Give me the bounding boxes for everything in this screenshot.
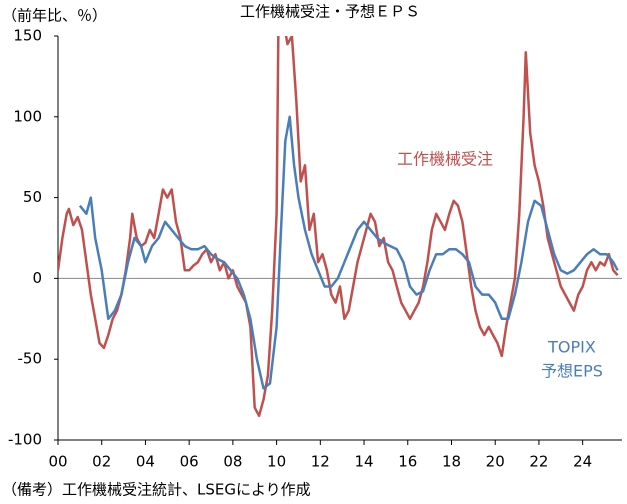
y-tick-label: 0 <box>32 269 42 287</box>
x-tick-label: 12 <box>311 453 330 471</box>
y-tick-label: -50 <box>18 350 43 368</box>
series-label: 予想EPS <box>541 362 603 381</box>
y-tick-label: 150 <box>13 27 42 45</box>
y-tick-label: 100 <box>13 107 42 125</box>
series-label: TOPIX <box>547 338 596 357</box>
x-tick-label: 20 <box>486 453 505 471</box>
x-tick-label: 02 <box>92 453 111 471</box>
x-tick-label: 00 <box>48 453 67 471</box>
x-tick-label: 24 <box>573 453 592 471</box>
series-line <box>78 115 619 390</box>
y-tick-label: 50 <box>23 188 42 206</box>
x-tick-label: 16 <box>398 453 417 471</box>
x-tick-label: 10 <box>267 453 286 471</box>
chart-title: 工作機械受注・予想ＥＰＳ <box>240 3 420 21</box>
y-axis-label: （前年比、％） <box>2 7 107 25</box>
x-tick-label: 18 <box>442 453 461 471</box>
x-tick-label: 06 <box>180 453 199 471</box>
series-line <box>58 36 619 418</box>
x-tick-label: 22 <box>529 453 548 471</box>
x-tick-label: 08 <box>223 453 242 471</box>
y-tick-label: -100 <box>8 431 42 449</box>
series-label: 工作機械受注 <box>397 150 493 169</box>
x-tick-label: 14 <box>354 453 373 471</box>
source-note: （備考）工作機械受注統計、LSEGにより作成 <box>2 481 311 499</box>
x-tick-label: 04 <box>136 453 155 471</box>
